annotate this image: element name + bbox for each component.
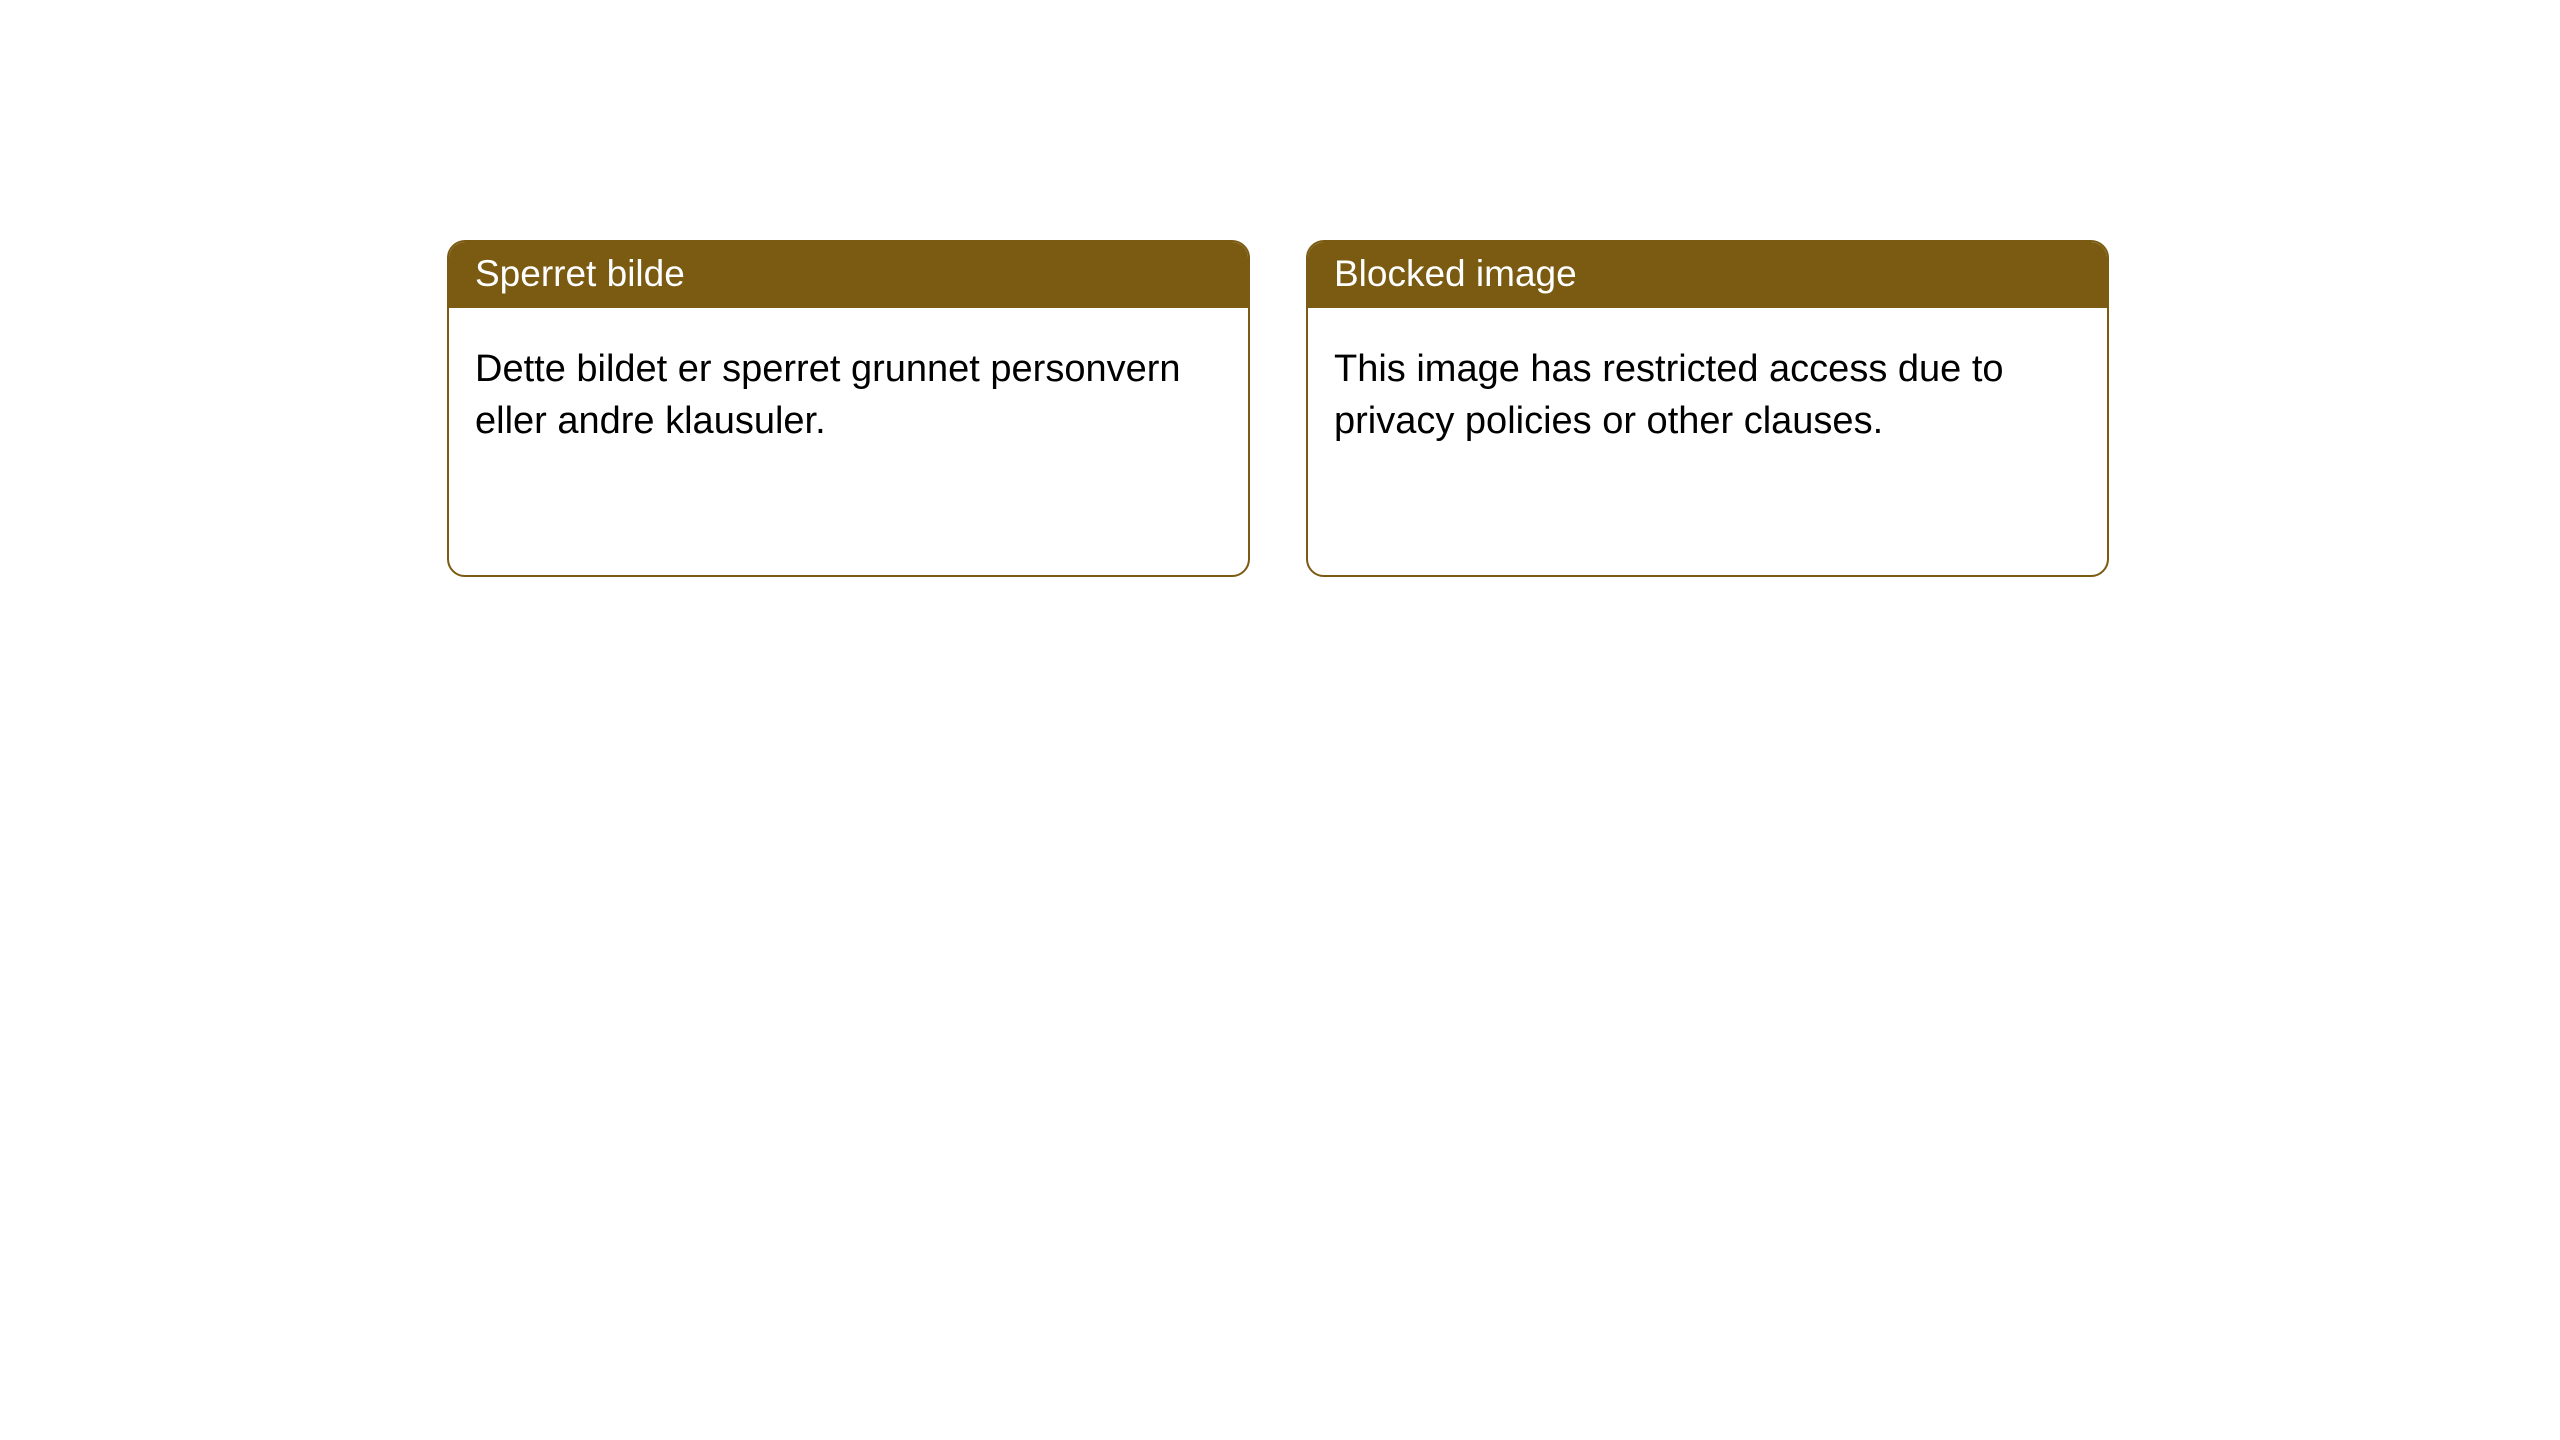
card-header: Blocked image — [1308, 242, 2107, 308]
card-title: Blocked image — [1334, 253, 1577, 294]
blocked-image-card-no: Sperret bilde Dette bildet er sperret gr… — [447, 240, 1250, 577]
blocked-image-card-en: Blocked image This image has restricted … — [1306, 240, 2109, 577]
notice-container: Sperret bilde Dette bildet er sperret gr… — [0, 0, 2560, 577]
card-body: This image has restricted access due to … — [1308, 308, 2107, 473]
card-header: Sperret bilde — [449, 242, 1248, 308]
card-body-text: Dette bildet er sperret grunnet personve… — [475, 348, 1181, 441]
card-body: Dette bildet er sperret grunnet personve… — [449, 308, 1248, 473]
card-body-text: This image has restricted access due to … — [1334, 348, 2004, 441]
card-title: Sperret bilde — [475, 253, 685, 294]
